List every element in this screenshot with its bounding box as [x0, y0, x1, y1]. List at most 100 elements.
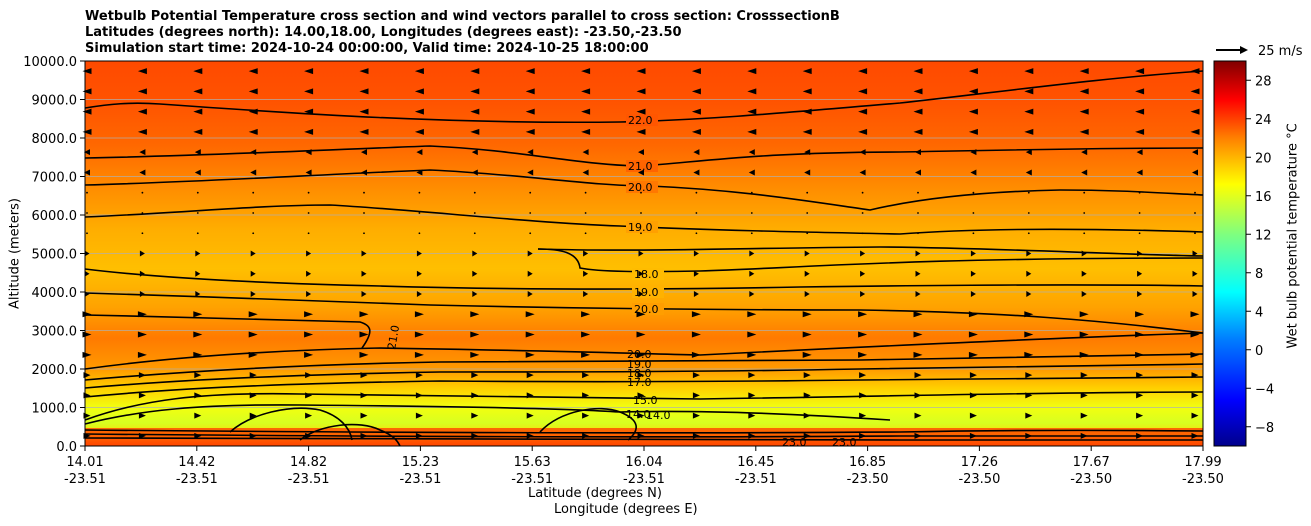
- wind-vector: [359, 108, 369, 115]
- colorbar-tick-label-5: 8: [1255, 267, 1263, 282]
- wind-vector: [1136, 392, 1144, 399]
- reference-vector-label: 25 m/s: [1258, 44, 1303, 59]
- wind-vector: [917, 191, 919, 194]
- wind-vector: [859, 412, 867, 419]
- wind-vector: [859, 432, 867, 439]
- wind-vector: [1024, 311, 1034, 318]
- wind-vector: [1079, 351, 1089, 358]
- wind-vector: [968, 128, 978, 135]
- wind-vector: [693, 270, 699, 277]
- wind-vector: [139, 250, 145, 257]
- wind-vector: [915, 270, 921, 277]
- wind-vector: [416, 250, 422, 257]
- wind-vector: [1191, 432, 1199, 439]
- wind-vector: [1190, 351, 1200, 358]
- wind-vector: [470, 331, 480, 338]
- wind-vector: [1024, 88, 1034, 95]
- y-tick-label-8: 2000.0: [32, 363, 78, 378]
- wind-vector: [750, 232, 753, 235]
- wind-vector: [584, 191, 587, 194]
- contour-label-21-mid: 21.0: [385, 324, 402, 350]
- contour-21-mid: [84, 314, 371, 349]
- x-tick-lat-0: 14.01: [66, 455, 103, 470]
- x-tick-lat-8: 17.26: [961, 455, 998, 470]
- contour-label-19-mid: 19.0: [634, 286, 659, 299]
- wind-vector: [638, 291, 644, 298]
- wind-vector: [1137, 270, 1143, 277]
- wind-vector: [802, 311, 812, 318]
- y-tick-label-2: 8000.0: [32, 132, 78, 147]
- wind-vector: [307, 232, 310, 235]
- wind-vector: [583, 270, 589, 277]
- wind-vector: [304, 311, 314, 318]
- x-tick-lon-8: -23.50: [958, 472, 1000, 487]
- wind-vector: [139, 169, 146, 176]
- y-tick-label-0: 10000.0: [23, 55, 77, 70]
- wind-vector: [582, 412, 590, 419]
- wind-vector: [250, 270, 256, 277]
- wind-vector: [1135, 108, 1145, 115]
- wind-vector: [914, 372, 922, 379]
- wind-vector: [917, 212, 919, 214]
- wind-vector: [361, 169, 367, 176]
- wind-vector: [82, 128, 92, 135]
- wind-vector: [858, 108, 868, 115]
- wind-vector: [1192, 149, 1198, 156]
- y-axis: 10000.0 9000.0 8000.0 7000.0 6000.0 5000.0 400…: [23, 55, 85, 455]
- y-tick-label-10: 0.0: [56, 440, 77, 455]
- wind-vector: [915, 250, 921, 257]
- wind-vector: [581, 128, 591, 135]
- wind-vector: [529, 191, 532, 194]
- wind-vector: [359, 68, 369, 75]
- wind-vector: [414, 68, 424, 75]
- x-tick-lon-0: -23.51: [64, 472, 106, 487]
- x-tick-lat-7: 16.85: [849, 455, 886, 470]
- contour-label-20: 20.0: [628, 181, 653, 194]
- wind-vector: [1025, 149, 1032, 156]
- wind-vector: [1026, 270, 1032, 277]
- y-tick-label-5: 5000.0: [32, 248, 78, 263]
- x-tick-lon-9: -23.50: [1070, 472, 1112, 487]
- y-tick-label-9: 1000.0: [32, 402, 78, 417]
- wind-vector: [915, 291, 921, 298]
- wind-vector: [1190, 331, 1200, 338]
- wind-vector: [1135, 88, 1145, 95]
- wind-vector: [748, 432, 756, 439]
- wind-vector: [1025, 412, 1033, 419]
- wind-vector: [86, 232, 88, 235]
- wind-vector: [138, 432, 146, 439]
- wind-vector: [359, 311, 369, 318]
- wind-vector: [526, 432, 534, 439]
- wind-vector: [472, 250, 478, 257]
- wind-vector: [750, 191, 753, 194]
- wind-vector: [858, 68, 868, 75]
- wind-vector: [913, 311, 923, 318]
- wind-vector: [307, 191, 310, 194]
- wind-vector: [747, 311, 757, 318]
- x-tick-lon-7: -23.50: [847, 472, 889, 487]
- wind-vector: [693, 250, 699, 257]
- x-tick-lon-6: -23.51: [735, 472, 777, 487]
- wind-vector: [306, 291, 312, 298]
- colorbar-tick-label-4: 12: [1255, 228, 1272, 243]
- wind-vector: [691, 128, 701, 135]
- wind-vector: [972, 212, 975, 214]
- wind-vector: [804, 270, 810, 277]
- wind-vector: [858, 331, 868, 338]
- wind-vector: [583, 291, 589, 298]
- wind-vector: [692, 432, 700, 439]
- wind-vector: [640, 212, 642, 214]
- wind-vector: [471, 412, 479, 419]
- wind-vector: [861, 232, 864, 235]
- wind-vector: [193, 88, 203, 95]
- contour-bubble-1: [229, 407, 353, 441]
- wind-vector: [359, 88, 369, 95]
- wind-vector: [584, 232, 587, 235]
- wind-vector: [970, 149, 977, 156]
- wind-vector: [1190, 128, 1200, 135]
- wind-vector: [1136, 432, 1144, 439]
- wind-vector: [305, 372, 313, 379]
- wind-vector: [470, 68, 480, 75]
- wind-vector: [416, 149, 423, 156]
- wind-vector: [414, 108, 424, 115]
